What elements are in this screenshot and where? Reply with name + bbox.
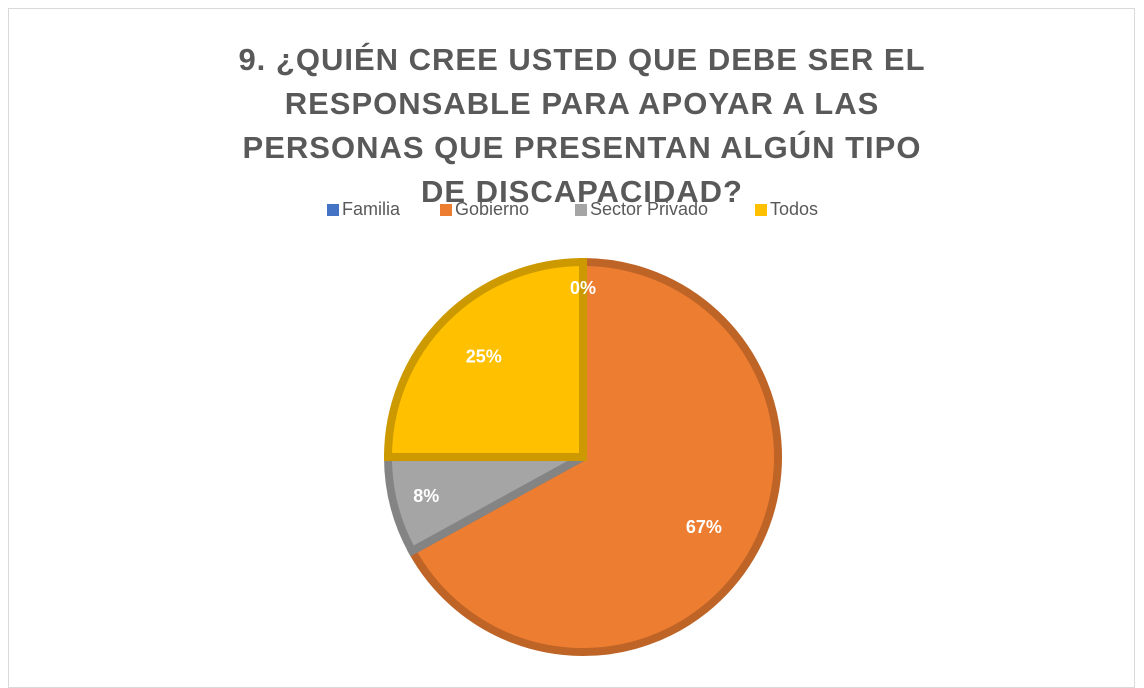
data-label: 67% (686, 517, 722, 537)
legend-label: Sector Privado (590, 199, 708, 219)
pie-slice (406, 257, 782, 656)
legend-label: Familia (342, 199, 401, 219)
data-label: 25% (466, 346, 502, 366)
legend-marker (755, 204, 767, 216)
pie-slice (383, 257, 587, 461)
legend-label: Todos (770, 199, 818, 219)
legend-marker (327, 204, 339, 216)
legend-marker (440, 204, 452, 216)
data-label: 8% (413, 486, 439, 506)
data-label: 0% (570, 278, 596, 298)
legend-label: Gobierno (455, 199, 529, 219)
legend-marker (575, 204, 587, 216)
chart-title: 9. ¿QUIÉN CREE USTED QUE DEBE SER EL RES… (238, 42, 926, 209)
